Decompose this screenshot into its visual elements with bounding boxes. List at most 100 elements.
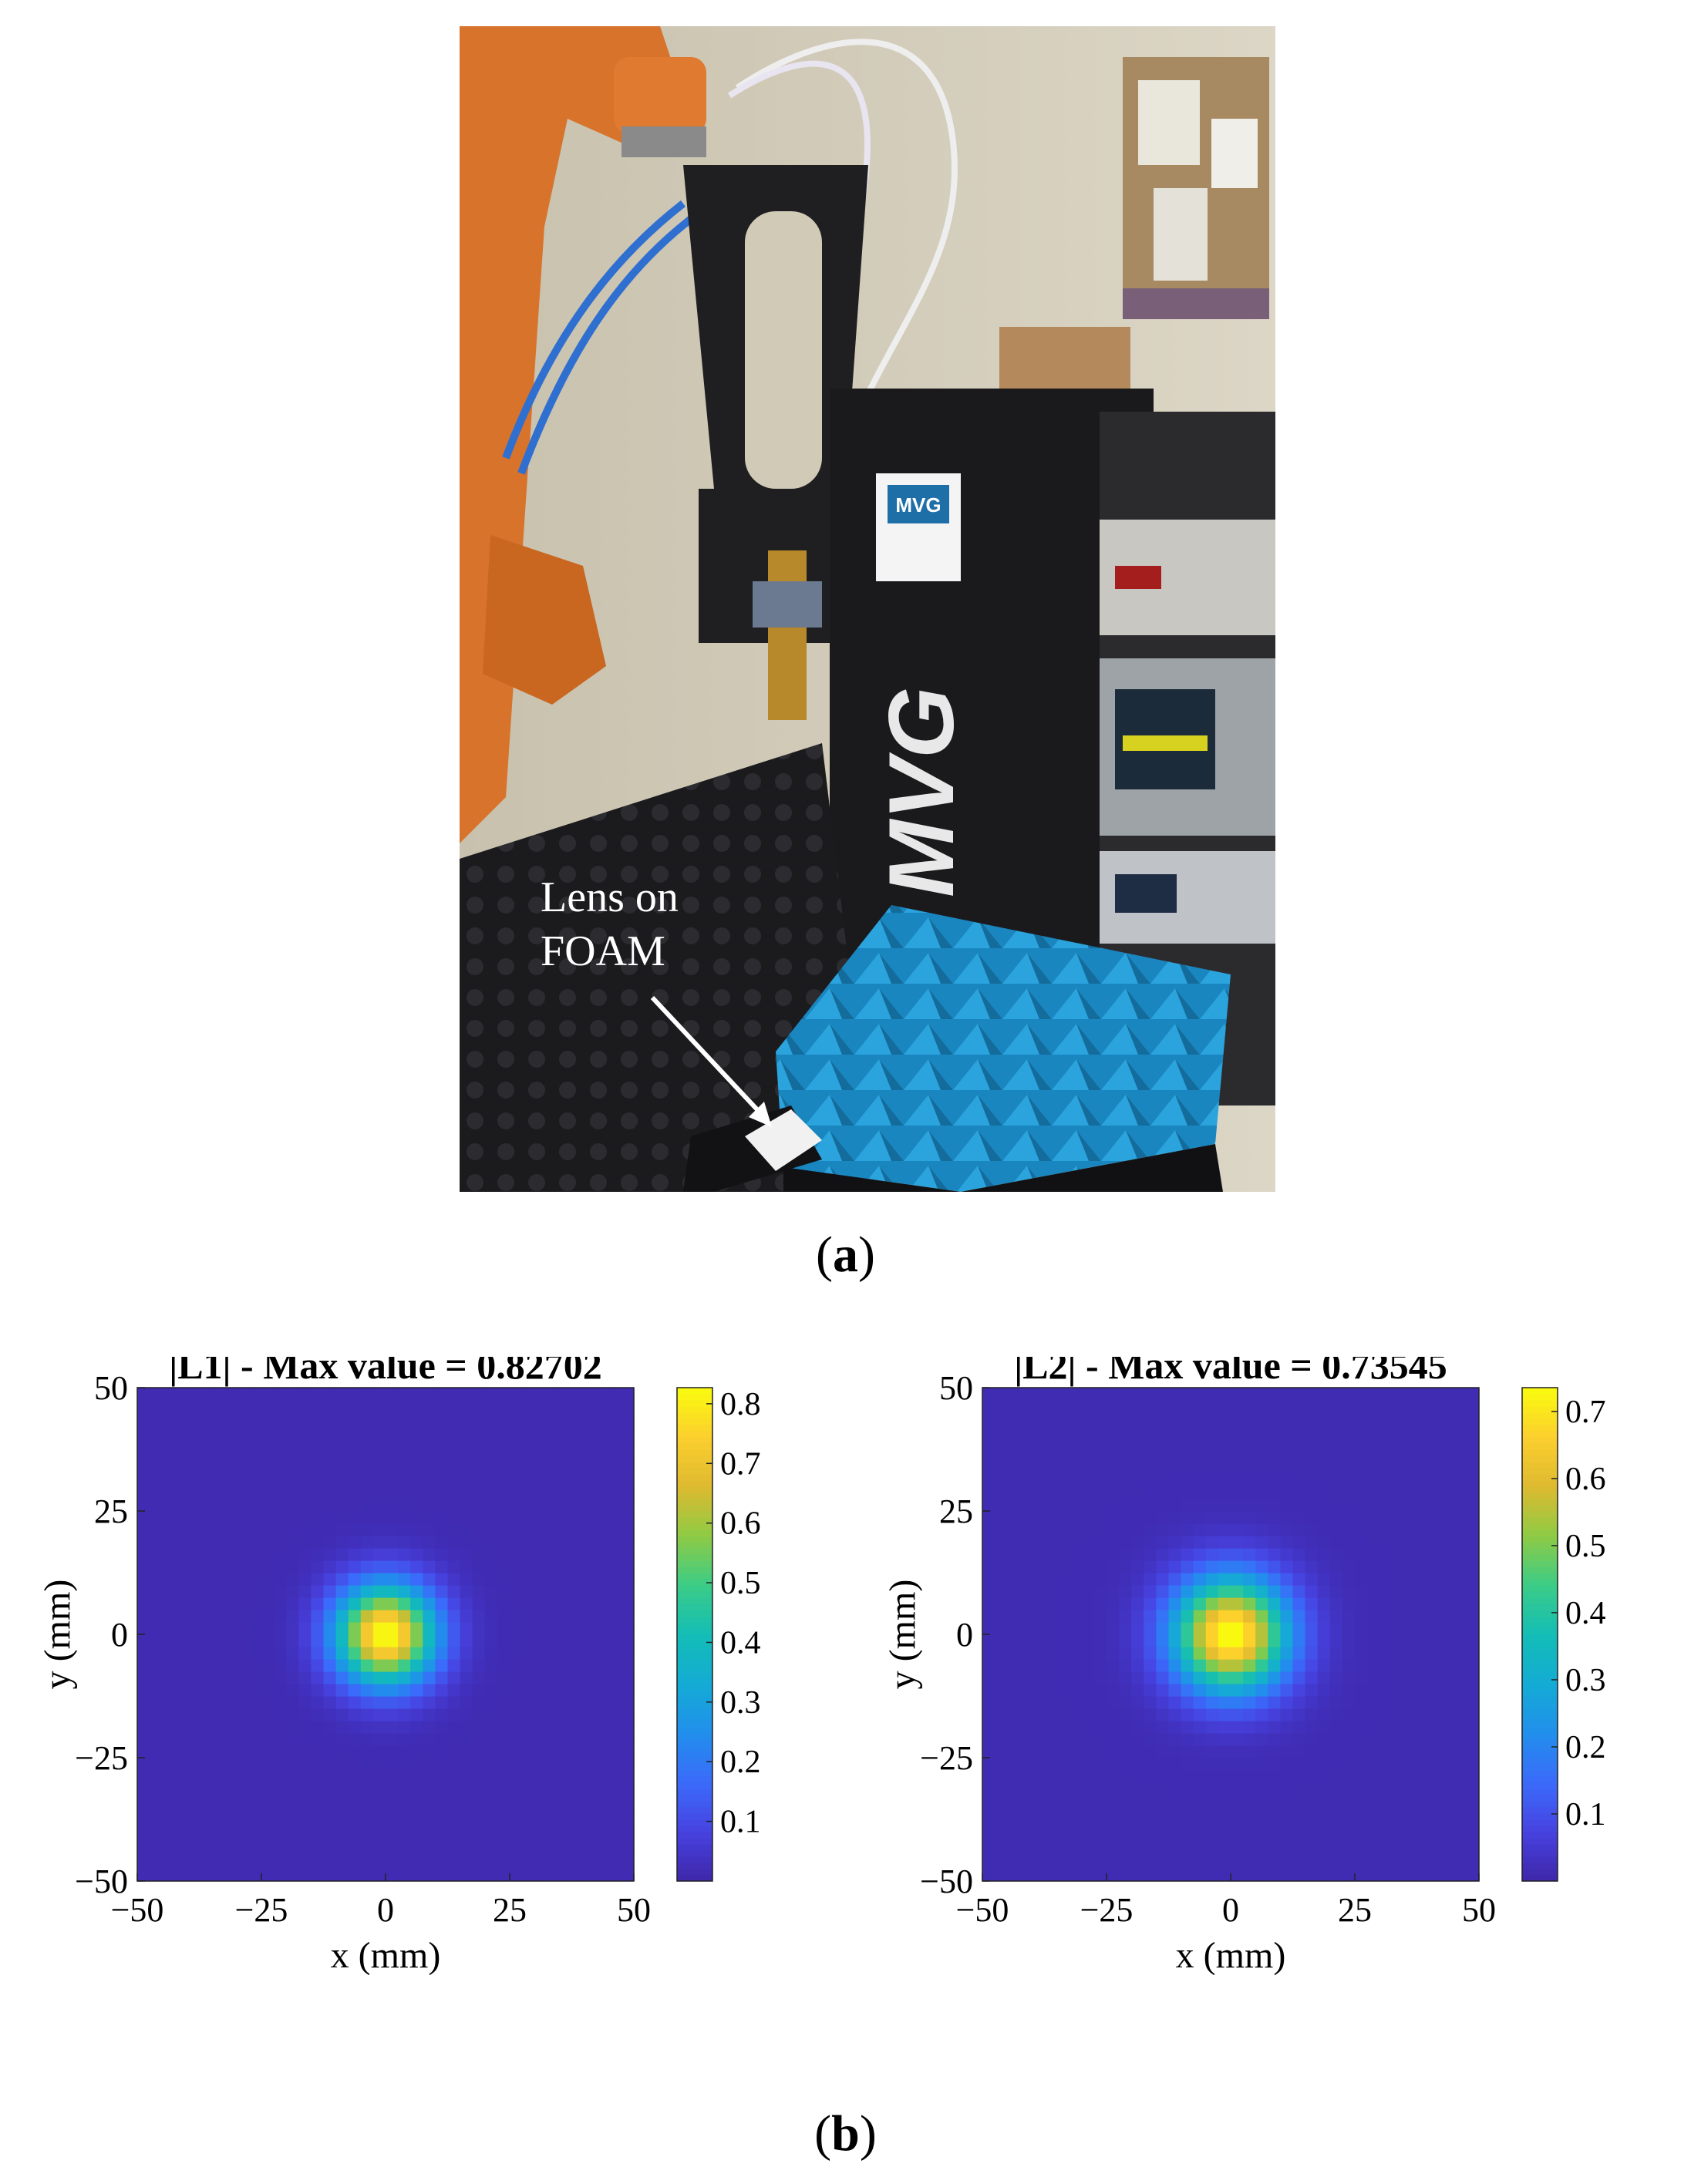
heatmap-cell xyxy=(1280,1511,1294,1524)
heatmap-cell xyxy=(1044,1844,1058,1857)
heatmap-cell xyxy=(348,1659,362,1672)
heatmap-cell xyxy=(1429,1696,1443,1709)
heatmap-cell xyxy=(360,1425,374,1438)
heatmap-cell xyxy=(1081,1684,1095,1697)
heatmap-cell xyxy=(484,1634,498,1647)
heatmap-cell xyxy=(1119,1733,1132,1746)
heatmap-cell xyxy=(584,1844,598,1857)
heatmap-cell xyxy=(1342,1548,1356,1561)
heatmap-cell xyxy=(335,1832,349,1845)
heatmap-cell xyxy=(372,1536,386,1549)
heatmap-cell xyxy=(484,1486,498,1499)
heatmap-cell xyxy=(1355,1610,1368,1623)
heatmap-cell xyxy=(484,1462,498,1475)
heatmap-cell xyxy=(1081,1462,1095,1475)
heatmap-cell xyxy=(386,1585,399,1598)
heatmap-cell xyxy=(150,1412,163,1425)
heatmap-cell xyxy=(547,1844,560,1857)
heatmap-cell xyxy=(261,1400,275,1413)
heatmap-cell xyxy=(410,1795,423,1808)
heatmap-cell xyxy=(1069,1733,1083,1746)
heatmap-cell xyxy=(1093,1770,1107,1783)
heatmap-cell xyxy=(298,1585,312,1598)
heatmap-cell xyxy=(1156,1462,1170,1475)
heatmap-cell xyxy=(1379,1869,1393,1882)
heatmap-cell xyxy=(1131,1437,1144,1450)
heatmap-cell xyxy=(199,1622,213,1635)
heatmap-cell xyxy=(1268,1770,1281,1783)
heatmap-cell xyxy=(360,1585,374,1598)
heatmap-cell xyxy=(1093,1462,1107,1475)
heatmap-cell xyxy=(1255,1486,1268,1499)
heatmap-cell xyxy=(596,1671,610,1684)
heatmap-cell xyxy=(1342,1659,1356,1672)
heatmap-cell xyxy=(1218,1597,1231,1610)
heatmap-cell xyxy=(547,1548,560,1561)
heatmap-cell xyxy=(410,1758,423,1771)
heatmap-cell xyxy=(995,1684,1008,1697)
heatmap-cell xyxy=(1131,1425,1144,1438)
heatmap-cell xyxy=(150,1536,163,1549)
colorbar-tick-label: 0.4 xyxy=(720,1625,761,1661)
heatmap-cell xyxy=(522,1425,535,1438)
heatmap-cell xyxy=(199,1560,213,1573)
heatmap-cell xyxy=(1441,1548,1455,1561)
heatmap-cell xyxy=(1144,1573,1157,1586)
heatmap-cell xyxy=(1367,1733,1380,1746)
heatmap-cell xyxy=(608,1622,622,1635)
colorbar-segment xyxy=(677,1597,712,1604)
heatmap-cell xyxy=(1069,1585,1083,1598)
heatmap-cell xyxy=(1007,1462,1020,1475)
heatmap-cell xyxy=(982,1511,995,1524)
heatmap-cell xyxy=(472,1610,486,1623)
colorbar-segment xyxy=(1522,1696,1558,1703)
colorbar-segment xyxy=(677,1782,712,1789)
heatmap-cell xyxy=(211,1770,225,1783)
heatmap-cell xyxy=(1218,1523,1231,1536)
heatmap-cell xyxy=(162,1745,175,1758)
heatmap-cells xyxy=(137,1388,635,1882)
heatmap-cell xyxy=(608,1745,622,1758)
heatmap-cell xyxy=(1243,1647,1256,1660)
heatmap-cell xyxy=(460,1585,473,1598)
heatmap-cell xyxy=(484,1573,498,1586)
y-tick-label: −50 xyxy=(920,1863,973,1900)
heatmap-cell xyxy=(187,1745,200,1758)
heatmap-cell xyxy=(1429,1832,1443,1845)
heatmap-cell xyxy=(596,1449,610,1462)
heatmap-cell xyxy=(211,1597,225,1610)
heatmap-cell xyxy=(1379,1770,1393,1783)
heatmap-cell xyxy=(1355,1548,1368,1561)
heatmap-cell xyxy=(410,1869,423,1882)
heatmap-cell xyxy=(472,1856,486,1869)
heatmap-cell xyxy=(1007,1832,1020,1845)
heatmap-cell xyxy=(386,1573,399,1586)
heatmap-cell xyxy=(236,1499,250,1512)
colorbar-tick-label: 0.6 xyxy=(1565,1462,1606,1497)
heatmap-cell xyxy=(1044,1745,1058,1758)
heatmap-cell xyxy=(1280,1499,1294,1512)
heatmap-cell xyxy=(1044,1474,1058,1487)
heatmap-cell xyxy=(1019,1536,1032,1549)
heatmap-cell xyxy=(1243,1536,1256,1549)
heatmap-cell xyxy=(1392,1758,1405,1771)
heatmap-cell xyxy=(547,1770,560,1783)
heatmap-cell xyxy=(1107,1462,1120,1475)
heatmap-cell xyxy=(460,1819,473,1832)
heatmap-cell xyxy=(1019,1560,1032,1573)
heatmap-cell xyxy=(435,1449,449,1462)
heatmap-cell xyxy=(211,1844,225,1857)
heatmap-cell xyxy=(497,1819,510,1832)
heatmap-cell xyxy=(174,1474,187,1487)
heatmap-cell xyxy=(621,1696,635,1709)
heatmap-cell xyxy=(1093,1782,1107,1795)
heatmap-cell xyxy=(199,1573,213,1586)
heatmap-cell xyxy=(435,1696,449,1709)
heatmap-cell xyxy=(584,1610,598,1623)
heatmap-cell xyxy=(236,1560,250,1573)
heatmap-cell xyxy=(137,1474,150,1487)
heatmap-cell xyxy=(559,1869,573,1882)
heatmap-cell xyxy=(323,1671,337,1684)
heatmap-cell xyxy=(1107,1412,1120,1425)
colorbar-segment xyxy=(677,1764,712,1771)
